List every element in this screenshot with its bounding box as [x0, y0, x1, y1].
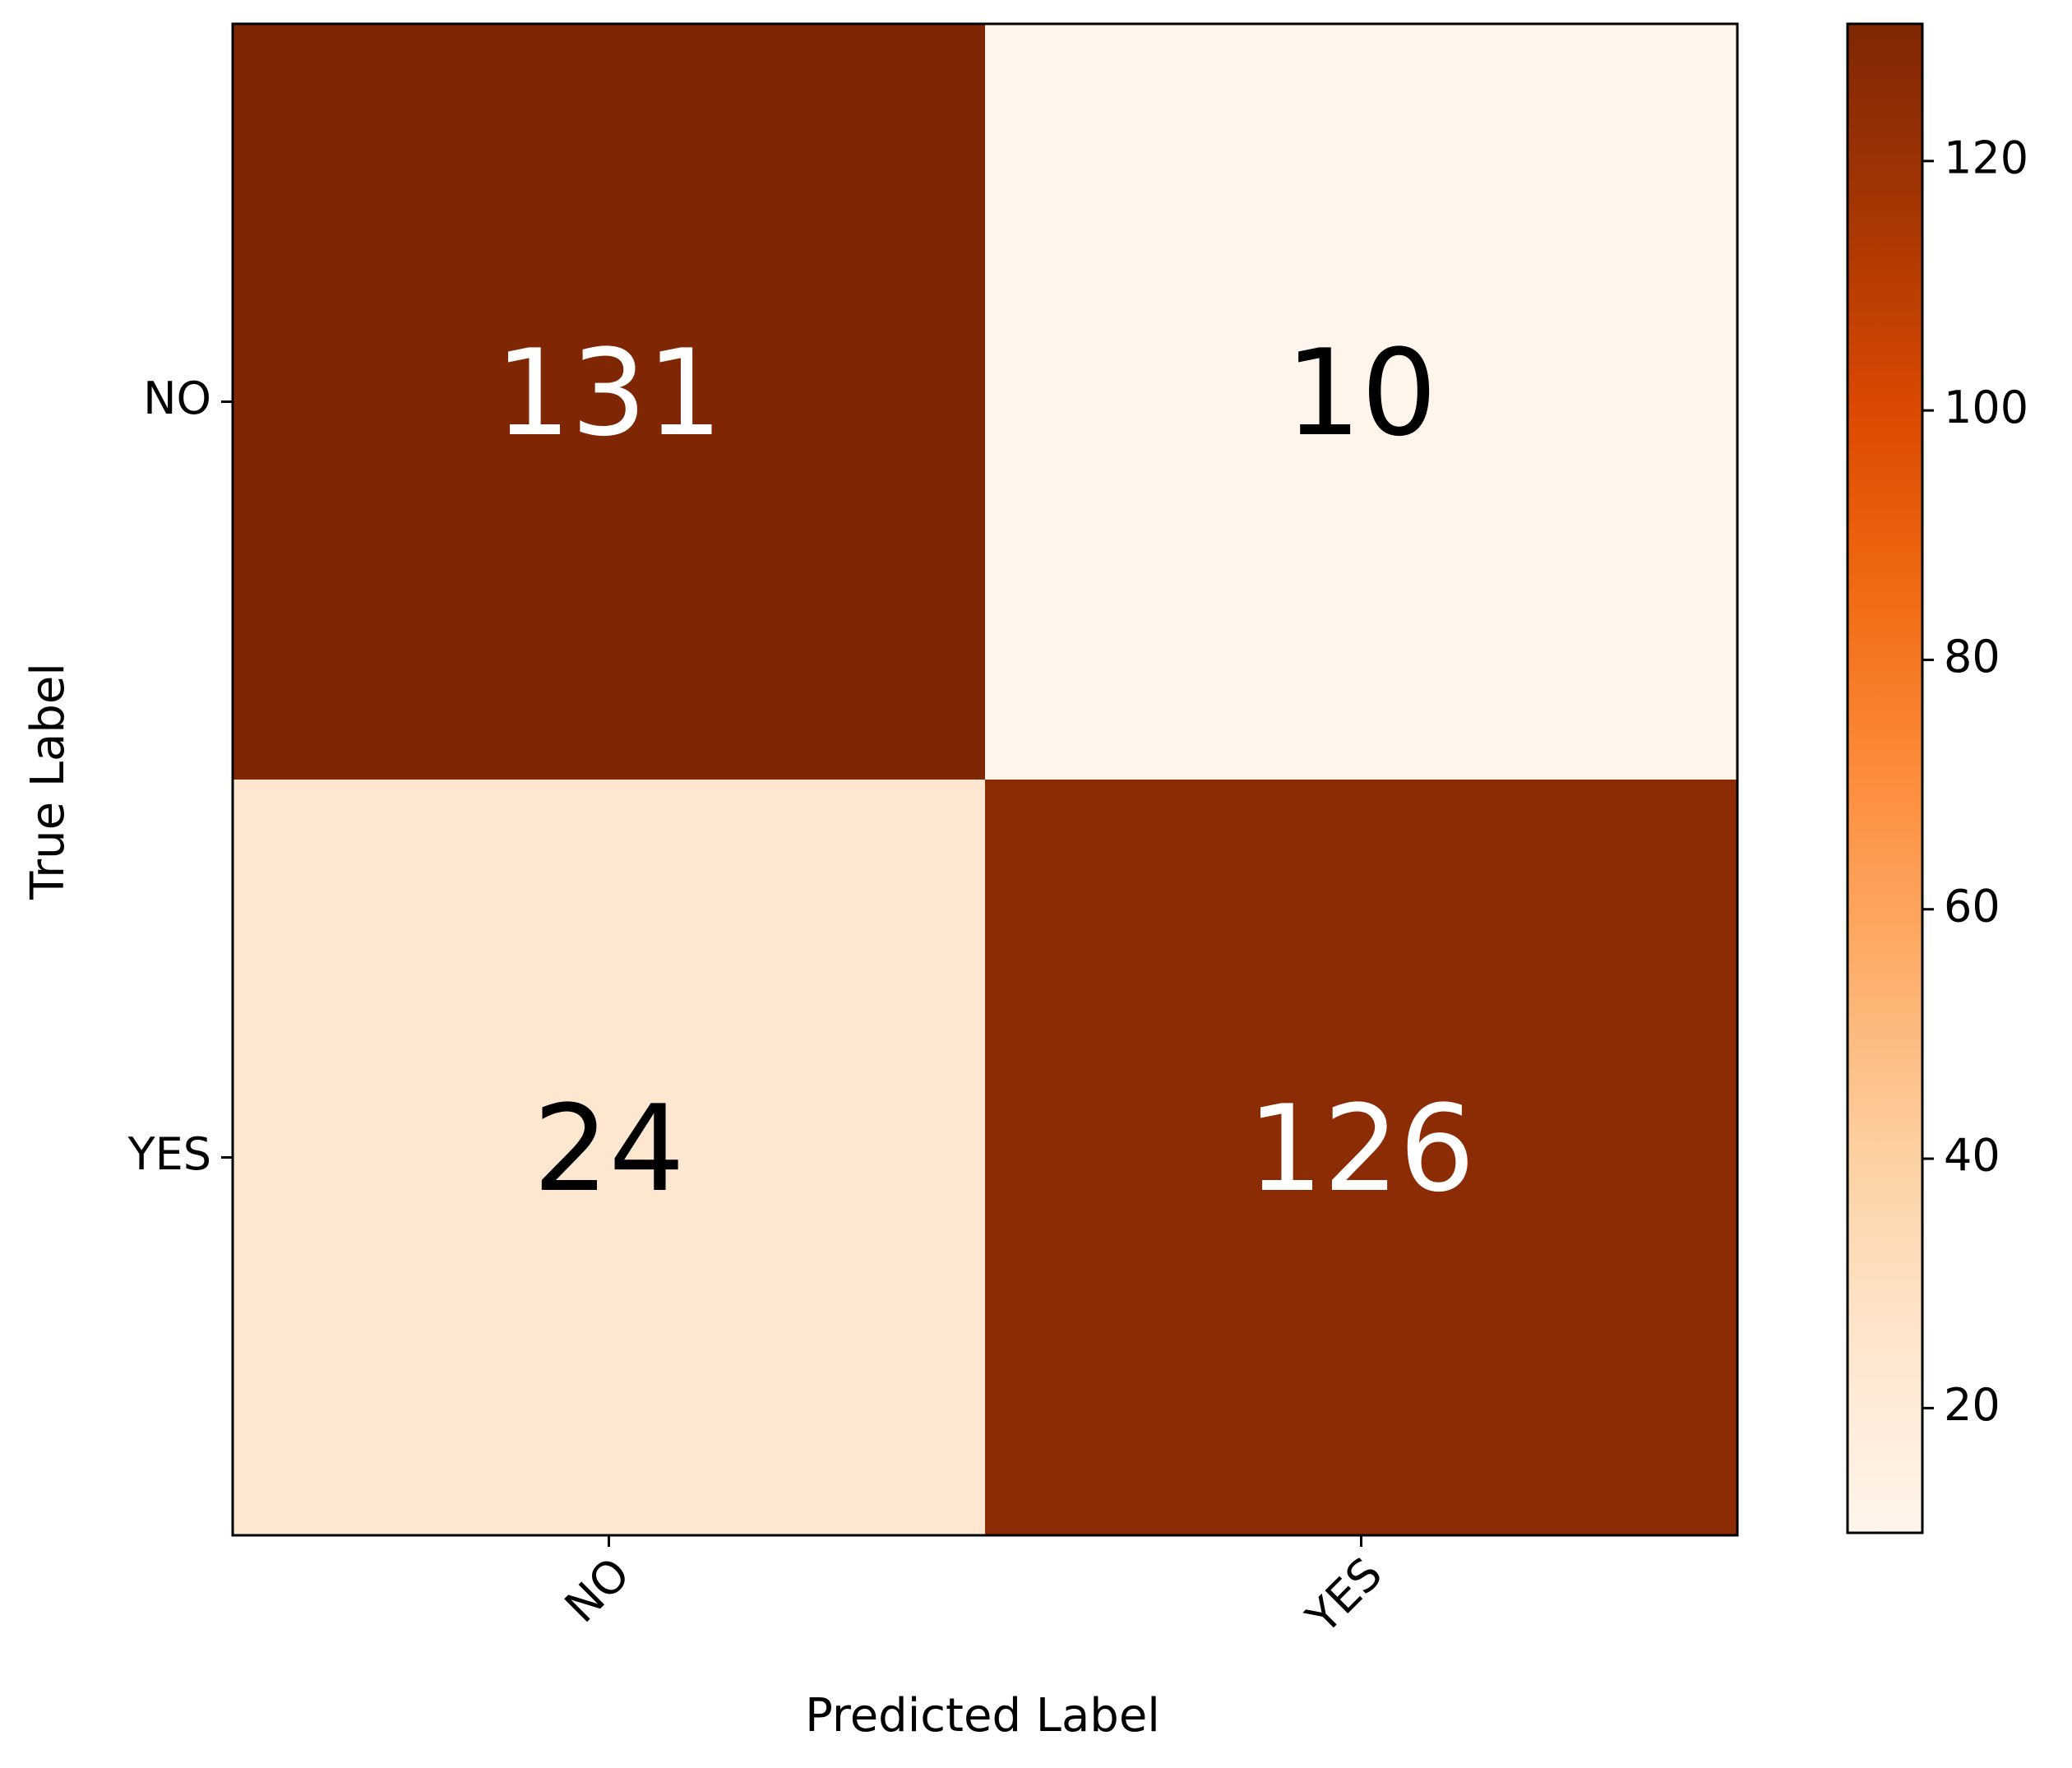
plot-frame [231, 22, 1739, 1537]
heatmap-cell [233, 24, 985, 780]
colorbar-tick-label: 40 [1944, 1130, 2000, 1182]
x-axis-label: Predicted Label [805, 1689, 1160, 1743]
colorbar-tick-label: 60 [1944, 880, 2000, 932]
heatmap-cell [233, 780, 985, 1535]
colorbar-tick-label: 120 [1944, 132, 2028, 183]
cell-label: 10 [1285, 324, 1437, 463]
cell-label: 131 [495, 324, 723, 463]
y-tick-label: YES [127, 1128, 211, 1180]
colorbar-tick-label: 20 [1944, 1379, 2000, 1431]
x-tick-label: NO [555, 1548, 640, 1632]
heatmap-cell [985, 24, 1737, 780]
y-tick-label: NO [143, 373, 211, 424]
heatmap-cell [985, 780, 1737, 1535]
colorbar-tick-label: 80 [1944, 631, 2000, 683]
colorbar-tick-label: 100 [1944, 382, 2028, 433]
colorbar [1846, 22, 1924, 1534]
cell-label: 126 [1247, 1080, 1475, 1219]
cell-label: 24 [533, 1080, 685, 1219]
x-tick-label: YES [1296, 1548, 1392, 1644]
y-axis-label: True Label [21, 663, 75, 900]
